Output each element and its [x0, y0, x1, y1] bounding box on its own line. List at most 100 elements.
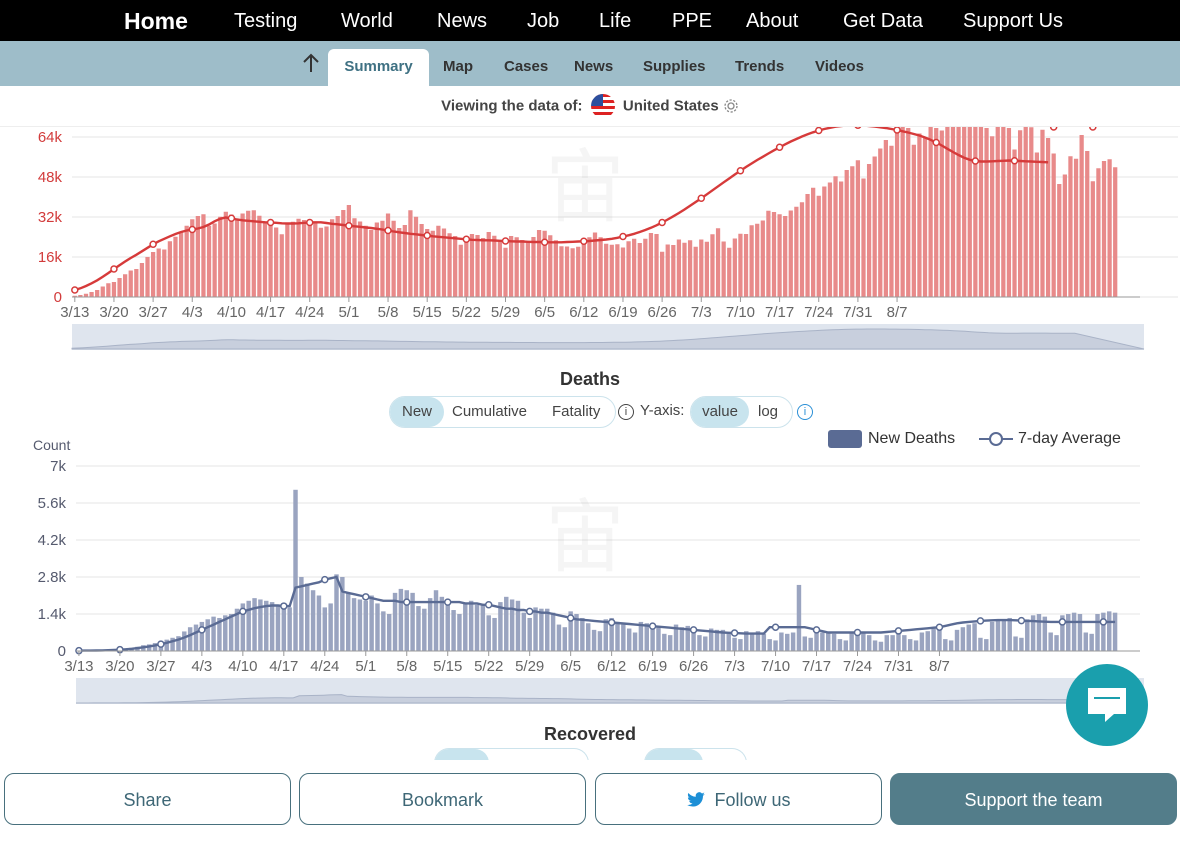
bar[interactable] — [738, 639, 743, 651]
bar[interactable] — [468, 600, 474, 651]
bar[interactable] — [966, 624, 971, 651]
bar[interactable] — [703, 636, 708, 651]
average-point[interactable] — [607, 618, 616, 627]
bar[interactable] — [654, 234, 659, 297]
bar[interactable] — [659, 251, 665, 297]
average-point[interactable] — [1017, 616, 1026, 625]
bar[interactable] — [451, 610, 456, 651]
bar[interactable] — [1090, 181, 1095, 297]
bar[interactable] — [195, 216, 200, 297]
bar[interactable] — [285, 223, 290, 297]
bar[interactable] — [246, 600, 251, 651]
bar[interactable] — [404, 590, 409, 651]
bar[interactable] — [850, 166, 855, 297]
bar[interactable] — [954, 629, 960, 651]
bar[interactable] — [508, 236, 514, 297]
bar[interactable] — [464, 241, 469, 297]
bar[interactable] — [458, 244, 463, 297]
bar[interactable] — [525, 241, 531, 297]
nav-testing[interactable]: Testing — [234, 10, 298, 32]
average-point[interactable] — [280, 602, 288, 610]
bar[interactable] — [281, 606, 287, 651]
bar[interactable] — [1034, 152, 1040, 298]
bar[interactable] — [269, 602, 275, 651]
bar[interactable] — [445, 599, 450, 651]
bar[interactable] — [760, 220, 765, 298]
average-point[interactable] — [854, 127, 862, 129]
bar[interactable] — [621, 624, 626, 651]
bar[interactable] — [872, 640, 878, 651]
bar[interactable] — [475, 235, 480, 297]
bar[interactable] — [995, 620, 1001, 651]
bar[interactable] — [375, 603, 380, 651]
bar[interactable] — [410, 592, 415, 651]
bar[interactable] — [790, 632, 796, 652]
bar[interactable] — [570, 248, 575, 297]
mode-fatality-button[interactable]: Fatality — [552, 403, 601, 420]
bar[interactable] — [1048, 632, 1053, 652]
bar[interactable] — [831, 633, 837, 651]
bar[interactable] — [492, 617, 497, 651]
bar[interactable] — [156, 248, 161, 298]
bar[interactable] — [1030, 615, 1036, 651]
bar[interactable] — [433, 590, 439, 651]
bar[interactable] — [1029, 127, 1034, 297]
average-point[interactable] — [188, 225, 197, 234]
scale-info-icon[interactable]: i — [797, 404, 813, 420]
bar[interactable] — [369, 230, 374, 297]
nav-support-us[interactable]: Support Us — [963, 10, 1064, 32]
bar[interactable] — [536, 230, 542, 297]
bar[interactable] — [117, 278, 122, 297]
bar[interactable] — [305, 583, 310, 651]
bar[interactable] — [721, 241, 726, 298]
bar[interactable] — [844, 170, 849, 297]
bar[interactable] — [609, 244, 614, 297]
nav-home[interactable]: Home — [124, 8, 188, 34]
bar[interactable] — [699, 239, 704, 298]
scroll-up-arrow-icon[interactable] — [300, 52, 322, 76]
bar[interactable] — [643, 238, 648, 297]
bar[interactable] — [1107, 159, 1112, 297]
bar[interactable] — [960, 627, 966, 651]
recovered-scale-toggle[interactable] — [644, 748, 747, 763]
bar[interactable] — [145, 257, 150, 297]
average-point[interactable] — [893, 127, 901, 134]
bar[interactable] — [615, 244, 620, 297]
bar[interactable] — [777, 214, 782, 297]
bar[interactable] — [726, 632, 731, 652]
bar[interactable] — [884, 635, 889, 651]
bar[interactable] — [1106, 611, 1112, 651]
bar[interactable] — [1089, 633, 1094, 651]
bar[interactable] — [290, 221, 296, 297]
bar[interactable] — [223, 211, 228, 297]
bar[interactable] — [693, 246, 698, 297]
average-point[interactable] — [501, 237, 510, 245]
bar[interactable] — [576, 246, 581, 297]
mode-new-button[interactable]: New — [390, 397, 444, 427]
bar[interactable] — [187, 627, 193, 651]
bar[interactable] — [150, 252, 156, 297]
bar[interactable] — [738, 233, 743, 297]
bar[interactable] — [948, 640, 954, 651]
bar[interactable] — [531, 237, 536, 297]
average-point[interactable] — [1049, 127, 1058, 131]
average-point[interactable] — [110, 265, 118, 273]
bar[interactable] — [509, 599, 515, 651]
tab-trends[interactable]: Trends — [735, 58, 785, 75]
bar[interactable] — [335, 216, 340, 297]
bar[interactable] — [919, 632, 925, 652]
bar[interactable] — [251, 210, 256, 297]
bar[interactable] — [826, 632, 831, 652]
average-point[interactable] — [1089, 127, 1097, 131]
bar[interactable] — [902, 635, 907, 651]
bar[interactable] — [527, 617, 532, 651]
bar[interactable] — [199, 621, 205, 651]
bar[interactable] — [520, 240, 525, 297]
bar[interactable] — [545, 608, 550, 651]
bar[interactable] — [609, 617, 614, 651]
bar[interactable] — [430, 230, 435, 297]
bar[interactable] — [334, 574, 339, 651]
bar[interactable] — [648, 233, 654, 297]
bar[interactable] — [293, 489, 298, 651]
average-point[interactable] — [1099, 618, 1108, 626]
